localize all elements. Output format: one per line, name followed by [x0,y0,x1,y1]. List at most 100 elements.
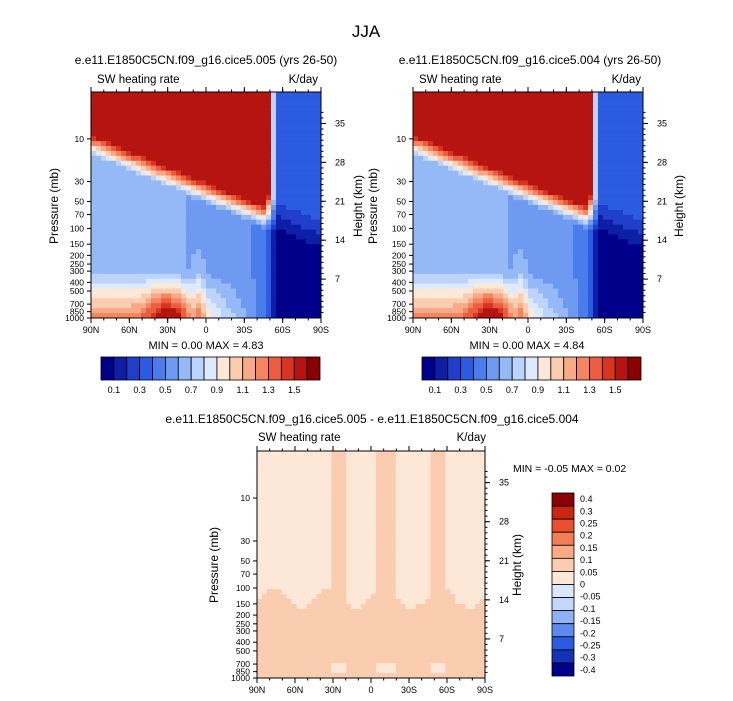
heatmap-cell [296,116,302,122]
heatmap-cell [276,92,282,98]
heatmap-cell [251,170,257,176]
heatmap-cell [261,249,267,255]
heatmap-cell [593,229,599,235]
heatmap-cell [161,219,167,226]
heatmap-cell [468,239,474,245]
heatmap-cell [236,234,242,240]
heatmap-cell [513,209,519,216]
heatmap-cell [443,298,449,304]
heatmap-cell [508,121,514,127]
heatmap-cell [266,455,273,462]
heatmap-cell [286,155,292,162]
heatmap-cell [438,101,444,108]
heatmap-cell [638,234,644,240]
heatmap-cell [465,455,471,462]
heatmap-cell [171,273,177,280]
heatmap-cell [201,234,207,240]
heatmap-cell [201,195,207,201]
heatmap-cell [385,480,392,486]
heatmap-cell [301,313,307,319]
colorbar-box [268,356,282,381]
heatmap-cell [463,313,469,319]
heatmap-cell [425,475,431,481]
heatmap-cell [206,92,212,98]
heatmap-cell [433,224,439,230]
heatmap-cell [286,313,292,319]
heatmap-cell [473,214,479,221]
heatmap-cell [261,146,267,152]
heatmap-cell [111,214,117,221]
heatmap-cell [296,160,302,167]
heatmap-cell [101,303,107,309]
heatmap-cell [443,160,449,167]
heatmap-cell [226,239,232,245]
colorbar-box [280,356,295,381]
heatmap-cell [176,155,182,162]
heatmap-cell [468,170,474,176]
heatmap-cell [603,268,609,275]
heatmap-cell [296,460,303,467]
heatmap-cell [116,308,122,314]
heatmap-cell [116,214,122,221]
heatmap-cell [116,126,122,132]
heatmap-cell [413,303,419,309]
heatmap-cell [271,106,277,113]
heatmap-cell [563,150,569,157]
heatmap-cell [286,214,292,221]
heatmap-cell [116,268,122,275]
heatmap-cell [468,190,474,196]
heatmap-cell [106,200,112,206]
heatmap-cell [578,96,584,103]
heatmap-cell [241,160,247,167]
heatmap-cell [468,126,474,132]
heatmap-cell [538,96,544,103]
heatmap-cell [563,185,569,191]
heatmap-cell [573,175,579,181]
heatmap-cell [116,146,122,152]
heatmap-cell [553,111,559,117]
heatmap-cell [563,155,569,162]
heatmap-cell [181,283,187,289]
colorbar-box [498,356,513,381]
heatmap-cell [423,288,429,294]
heatmap-cell [475,465,481,472]
heatmap-cell [523,131,529,137]
heatmap-cell [483,136,489,142]
heatmap-cell [136,303,142,309]
heatmap-cell [286,234,292,240]
heatmap-cell [136,298,142,304]
heatmap-cell [553,121,559,127]
heatmap-cell [251,254,257,260]
heatmap-cell [211,234,217,240]
heatmap-cell [558,190,564,196]
heatmap-cell [533,146,539,152]
heatmap-cell [121,259,127,265]
heatmap-cell [146,121,152,127]
heatmap-cell [588,200,594,206]
heatmap-cell [101,283,107,289]
heatmap-cell [618,259,624,265]
heatmap-cell [375,455,382,462]
heatmap-cell [256,263,262,270]
heatmap-cell [438,219,444,226]
heatmap-cell [493,121,499,127]
heatmap-cell [126,131,132,137]
heatmap-cell [613,116,619,122]
heatmap-cell [181,160,187,167]
heatmap-cell [266,465,273,472]
heatmap-cell [438,313,444,319]
heatmap-cell [291,268,297,275]
heatmap-cell [415,490,421,496]
heatmap-cell [428,170,434,176]
heatmap-cell [166,293,172,299]
heatmap-cell [538,131,544,137]
heatmap-cell [488,234,494,240]
heatmap-cell [423,313,429,319]
heatmap-cell [498,288,504,294]
heatmap-cell [618,92,624,98]
heatmap-cell [513,229,519,235]
heatmap-cell [563,175,569,181]
heatmap-cell [453,214,459,221]
x-tick-label: 30N [159,325,176,335]
heatmap-cell [543,239,549,245]
